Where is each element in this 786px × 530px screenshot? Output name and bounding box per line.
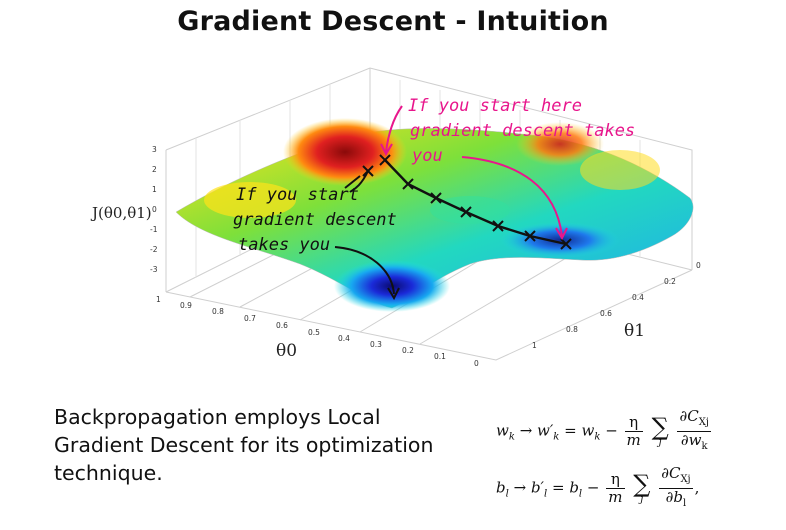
path-markers [362,154,572,250]
eq-index: j [658,436,662,448]
pink-annotation-line-1: If you start here [408,96,582,116]
eq-arrow: → [513,478,527,497]
eq-minus: − [586,478,600,497]
eq-symbol: w′ [537,421,554,440]
pink-arrow-to-end [461,156,563,237]
black-arrow-to-start [344,175,361,189]
x-tick: 0.2 [402,346,414,355]
summation: ∑ j [633,469,651,505]
y-tick-labels: 0 0.2 0.4 0.6 0.8 1 [532,261,701,350]
y-tick: 0.2 [664,277,676,286]
black-annotation-line-1: If you start [236,185,359,205]
eq-symbol: w [581,421,595,440]
black-arrow-to-pit [334,246,395,295]
eq-symbol: b [496,478,506,497]
z-tick: 0 [152,205,157,214]
y-tick: 0.6 [600,309,612,318]
eq-sub: k [553,431,560,443]
x-tick-labels: 1 0.9 0.8 0.7 0.6 0.5 0.4 0.3 0.2 0.1 0 [156,295,479,368]
x-tick: 0.7 [244,314,256,323]
page-title: Gradient Descent - Intuition [177,6,609,37]
z-tick: -2 [150,245,158,254]
black-annotation-line-3: takes you [238,235,330,255]
surface-plot: If you start gradient descent takes you … [90,67,701,368]
eq-arrow: → [519,421,533,440]
eq-sub: l [683,498,687,509]
x-tick: 0.3 [370,340,382,349]
eq-partial: ∂w [680,431,702,449]
black-annotation-line-2: gradient descent [233,210,397,230]
summation: ∑ j [651,412,669,448]
y-tick: 0 [696,261,701,270]
descent-path-left [349,170,369,193]
eq-m: m [626,431,641,449]
x-tick: 1 [156,295,161,304]
eq-eta: η [624,414,643,432]
z-tick: -1 [150,225,158,234]
eq-sub: l [543,488,548,500]
y-tick: 0.4 [632,293,644,302]
z-tick: 3 [152,145,157,154]
partial-derivative: ∂CXj ∂bl [659,464,693,512]
eq-partial: ∂C [661,464,681,482]
cost-surface [175,118,694,312]
x-tick: 0.8 [212,307,224,316]
eq-sub: l [505,488,509,500]
eq-minus: − [605,421,618,440]
z-axis-label: J(θ0,θ1) [90,204,152,222]
eq-sub: k [508,431,515,443]
z-tick: -3 [150,265,158,274]
eq-m: m [608,488,623,506]
x-tick: 0.9 [180,301,192,310]
x-tick: 0.4 [338,334,350,343]
eq-symbol: b [569,478,579,497]
pink-arrow-to-start [385,105,403,153]
eq-sub: k [701,441,708,452]
x-tick: 0.5 [308,328,320,337]
pink-annotation-line-3: you [411,146,443,166]
eq-sub: k [594,431,601,443]
eq-sub: l [578,488,583,500]
eq-symbol: b′ [530,478,544,497]
y-tick: 1 [532,341,537,350]
z-tick: 2 [152,165,157,174]
eq-equals: = [564,421,577,440]
pink-annotation-line-2: gradient descent takes [410,121,635,141]
x-tick: 0.1 [434,352,446,361]
eq-comma: , [694,478,700,497]
x-tick: 0.6 [276,321,288,330]
z-tick-labels: 3 2 1 0 -1 -2 -3 [150,145,158,274]
eq-sub: Xj [680,474,691,485]
eq-index: j [640,493,644,505]
caption-text: Backpropagation employs Local Gradient D… [54,405,434,485]
eq-eta: η [606,471,625,489]
eq-symbol: w [496,421,509,440]
eq-sub: Xj [698,417,709,428]
z-tick: 1 [152,185,157,194]
x-axis-label: θ0 [276,341,297,361]
eq-equals: = [551,478,565,497]
partial-derivative: ∂CXj ∂wk [677,407,711,455]
x-tick: 0 [474,359,479,368]
eq-partial: ∂b [665,488,684,506]
y-tick: 0.8 [566,325,578,334]
y-axis-label: θ1 [624,321,645,341]
eq-partial: ∂C [679,407,699,425]
